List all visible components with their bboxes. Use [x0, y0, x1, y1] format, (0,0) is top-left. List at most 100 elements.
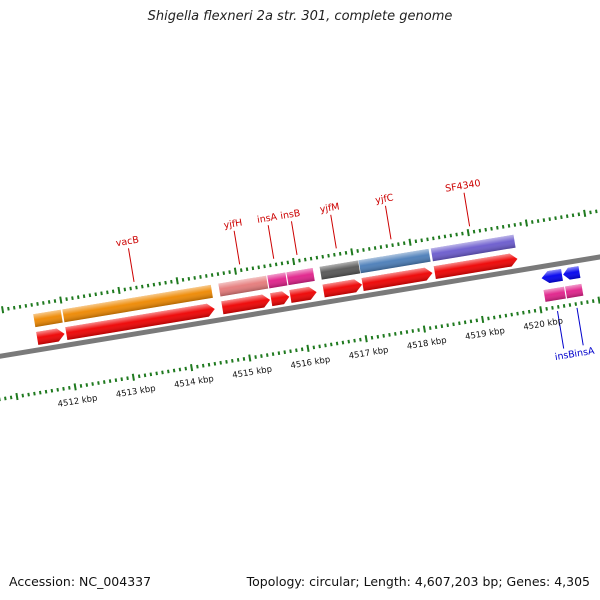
inner-tick: [382, 333, 385, 338]
gene-insb-leader: [290, 221, 298, 255]
outer-tick: [286, 260, 290, 265]
gene-insa-label: insA: [256, 212, 278, 226]
gene-insb-rev-label: insB: [554, 349, 576, 363]
inner-tick: [196, 364, 199, 369]
outer-tick: [338, 251, 342, 256]
inner-tick: [201, 363, 205, 368]
outer-tick: [111, 289, 115, 294]
outer-tick: [327, 253, 330, 258]
inner-tick: [184, 366, 188, 371]
inner-tick: [551, 305, 554, 310]
inner-tick: [522, 310, 525, 315]
outer-tick: [501, 224, 505, 229]
gene-yjfm-label: yjfM: [319, 201, 340, 215]
inner-tick: [347, 339, 351, 344]
scale-labels: 4512 kbp 4513 kbp 4514 kbp 4515 kbp 4516 kbp…: [57, 316, 564, 409]
gene-insa-leader: [267, 225, 275, 259]
outer-tick: [432, 236, 435, 241]
inner-tick: [300, 347, 304, 352]
outer-tick: [414, 239, 418, 244]
outer-tick: [175, 277, 179, 285]
inner-tick: [167, 369, 170, 374]
outer-tick: [181, 277, 185, 282]
inner-tick: [399, 331, 403, 335]
inner-tick: [341, 340, 345, 345]
gene-yjfc-feature-shade: [358, 248, 431, 274]
outer-tick: [391, 243, 394, 248]
inner-tick: [97, 381, 100, 385]
reverse-strand-cds: [541, 266, 581, 284]
outer-tick: [484, 227, 487, 232]
inner-tick: [417, 328, 420, 332]
outer-tick: [536, 219, 540, 223]
outer-tick: [565, 214, 569, 219]
inner-tick: [68, 385, 71, 390]
inner-tick: [155, 371, 158, 376]
outer-tick: [519, 222, 522, 226]
inner-tick: [131, 373, 135, 381]
outer-tick: [554, 216, 557, 221]
gene-insb-rev-leader: [557, 311, 565, 349]
outer-tick: [141, 284, 144, 289]
outer-tick: [106, 290, 109, 295]
scale-label: 4513 kbp: [115, 384, 156, 400]
outer-tick: [402, 241, 406, 246]
inner-tick: [562, 304, 566, 308]
outer-tick: [315, 255, 319, 260]
inner-tick: [213, 361, 217, 366]
gene-yjfh-feature-shade: [218, 275, 269, 297]
scale-label: 4518 kbp: [406, 336, 447, 352]
outer-tick: [362, 248, 365, 252]
outer-tick: [94, 292, 97, 297]
inner-tick: [591, 299, 595, 304]
inner-tick: [108, 379, 112, 383]
inner-tick: [434, 325, 438, 330]
outer-tick: [420, 238, 423, 243]
inner-tick: [33, 391, 36, 396]
gene-sf4340-label: SF4340: [444, 178, 481, 195]
outer-tick: [437, 235, 441, 240]
inner-tick: [504, 313, 508, 318]
outer-tick: [449, 233, 453, 238]
scale-label: 4520 kbp: [523, 316, 564, 332]
gene-sf4340-leader: [463, 192, 471, 227]
inner-tick: [574, 302, 578, 306]
inner-tick: [114, 378, 118, 383]
outer-tick: [36, 302, 39, 306]
outer-tick: [379, 245, 383, 249]
outer-tick: [426, 237, 429, 242]
inner-tick: [487, 316, 490, 321]
inner-tick: [21, 393, 25, 398]
inner-tick: [207, 362, 211, 367]
gene-yjfc-cds-shade: [361, 267, 433, 291]
outer-tick: [443, 234, 447, 239]
outer-tick: [263, 264, 266, 269]
scale-label: 4517 kbp: [348, 345, 389, 361]
gene-yjfh-cds-shade: [221, 294, 271, 315]
inner-tick: [242, 357, 246, 361]
outer-tick: [542, 218, 546, 222]
outer-tick: [350, 248, 354, 256]
outer-tick: [239, 268, 243, 273]
forward-strand-cds: [36, 253, 518, 345]
map-title: Shigella flexneri 2a str. 301, complete …: [147, 9, 453, 24]
outer-tick: [1, 306, 5, 314]
outer-tick: [397, 242, 400, 247]
outer-tick: [560, 215, 563, 220]
outer-tick: [30, 302, 33, 307]
inner-tick-ring: [0, 296, 600, 402]
outer-tick: [216, 272, 220, 276]
accession-text: Accession: NC_004337: [9, 574, 152, 589]
inner-tick: [446, 323, 449, 328]
outer-tick: [595, 209, 598, 214]
gene-fwd-0-cds-shade: [36, 328, 65, 345]
scale-label: 4516 kbp: [290, 355, 331, 371]
outer-tick: [571, 213, 575, 218]
inner-tick: [370, 335, 374, 340]
inner-tick: [492, 315, 496, 320]
outer-tick: [76, 295, 80, 300]
outer-tick: [53, 299, 57, 303]
inner-tick: [149, 372, 153, 377]
outer-tick: [333, 252, 336, 257]
outer-tick: [24, 303, 28, 308]
